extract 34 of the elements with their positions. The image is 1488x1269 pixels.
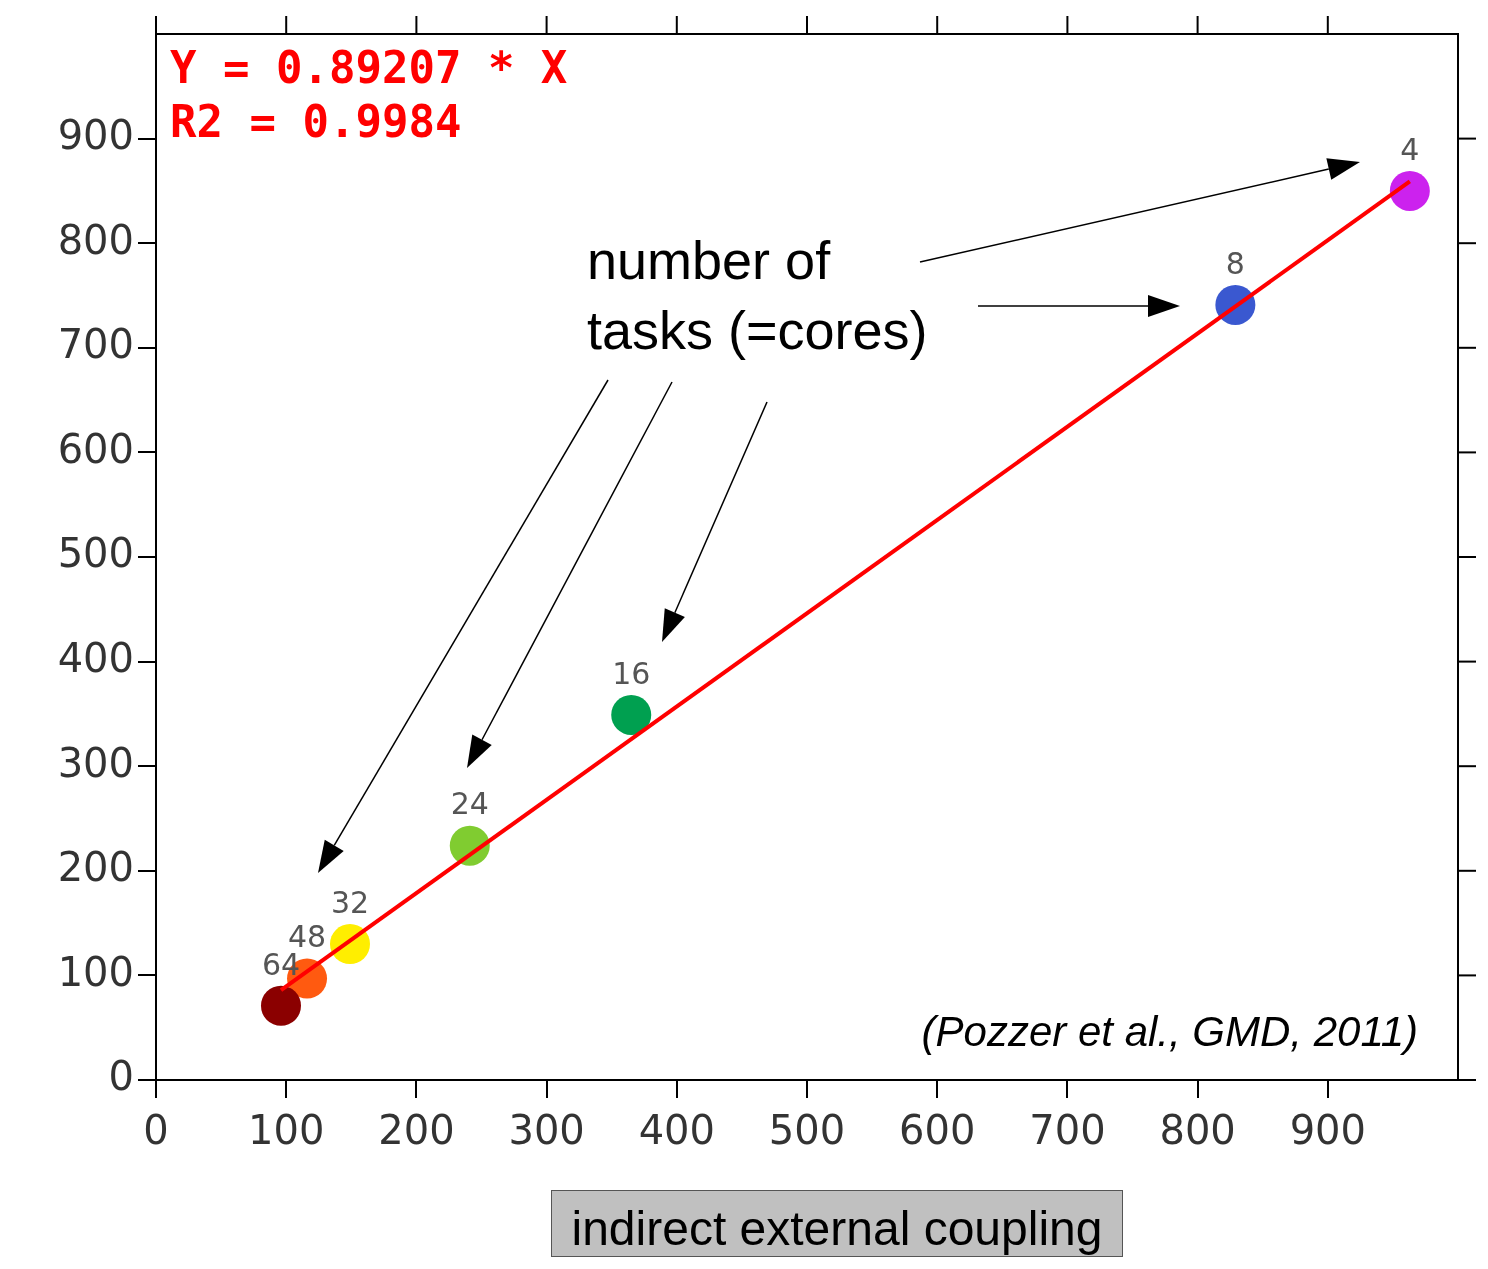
x-tick-label: 0	[143, 1107, 169, 1154]
x-tick-label: 200	[378, 1107, 455, 1154]
annotation: (Pozzer et al., GMD, 2011)	[921, 1008, 1418, 1056]
annotation: 8	[1225, 245, 1245, 281]
point	[260, 985, 301, 1026]
x-axis-title: indirect external coupling	[550, 1190, 1124, 1257]
point	[1389, 170, 1430, 211]
x-tick-label: 700	[1029, 1107, 1106, 1154]
y-tick-label: 800	[57, 216, 134, 263]
x-tick-label: 500	[768, 1107, 846, 1154]
annotation: 64	[261, 946, 301, 982]
annotation: R2 = 0.9984	[170, 96, 462, 147]
y-tick-label: 200	[57, 844, 134, 891]
y-tick-label: 100	[57, 948, 134, 995]
y-tick-label: 900	[57, 111, 134, 158]
y-tick-label: 300	[57, 739, 134, 786]
annotation: Y = 0.89207 * X	[170, 42, 568, 93]
annotation: 16	[612, 655, 651, 691]
y-tick-label: 600	[57, 425, 134, 472]
y-tick-label: 500	[57, 530, 134, 577]
x-tick-label: 800	[1159, 1107, 1236, 1154]
annotation: 4	[1400, 131, 1420, 167]
y-tick-label: 0	[108, 1053, 134, 1100]
point	[611, 694, 652, 735]
y-tick-label: 400	[57, 634, 134, 681]
x-tick-label: 600	[899, 1107, 976, 1154]
x-tick-label: 900	[1289, 1107, 1366, 1154]
x-tick-label: 100	[248, 1107, 325, 1154]
annotation: number of tasks (=cores)	[587, 229, 929, 362]
x-tick-label: 400	[638, 1107, 715, 1154]
annotation: 32	[330, 884, 370, 920]
y-tick-label: 700	[57, 321, 134, 368]
x-tick-label: 300	[508, 1107, 585, 1154]
annotation: 24	[450, 786, 489, 822]
